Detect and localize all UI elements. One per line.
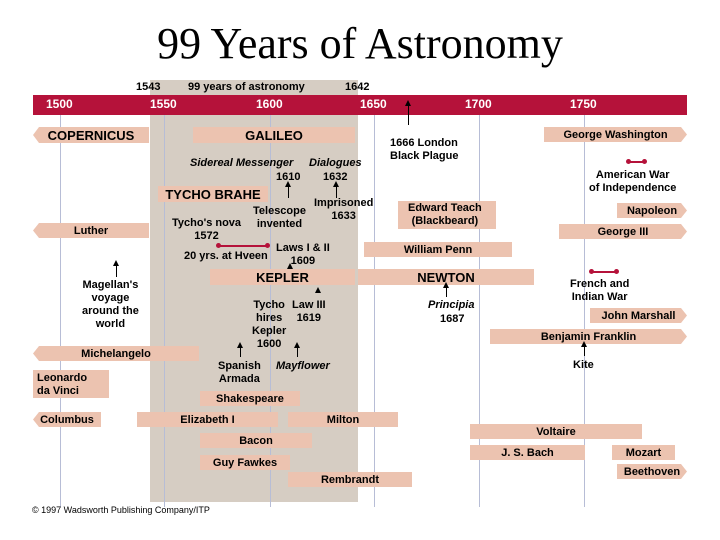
bar-guy-fawkes: Guy Fawkes bbox=[200, 455, 290, 470]
copyright-notice: © 1997 Wadsworth Publishing Company/ITP bbox=[32, 505, 210, 515]
axis-year-1500: 1500 bbox=[46, 97, 73, 111]
arrow-kite bbox=[581, 341, 587, 356]
axis-year-1650: 1650 bbox=[360, 97, 387, 111]
page-title: 99 Years of Astronomy bbox=[157, 19, 563, 68]
bar-napoleon: Napoleon bbox=[617, 203, 687, 218]
bar-george-washington: George Washington bbox=[544, 127, 687, 142]
bar-benjamin-franklin: Benjamin Franklin bbox=[490, 329, 687, 344]
label-tycho-nova: Tycho's nova 1572 bbox=[172, 217, 242, 242]
label-american-war: American War of Independence bbox=[589, 169, 677, 194]
bar-galileo: GALILEO bbox=[193, 127, 355, 143]
gridline-1750 bbox=[584, 112, 585, 507]
timeline-axis bbox=[33, 95, 687, 115]
bar-shakespeare: Shakespeare bbox=[200, 391, 300, 406]
bar-elizabeth: Elizabeth I bbox=[137, 412, 278, 427]
gridline-1550 bbox=[164, 112, 165, 507]
label-law3: Law III 1619 bbox=[292, 299, 326, 324]
bar-george-iii: George III bbox=[559, 224, 687, 239]
hveen-end-dot bbox=[265, 243, 270, 248]
french-indian-end-dot bbox=[614, 269, 619, 274]
label-tycho-hires: Tycho hires Kepler 1600 bbox=[252, 299, 287, 350]
gridline-1500 bbox=[60, 112, 61, 507]
arrow-sidereal bbox=[285, 181, 291, 198]
bar-bach: J. S. Bach bbox=[470, 445, 585, 460]
label-spanish-armada: Spanish Armada bbox=[218, 360, 261, 385]
bar-blackbeard bbox=[398, 201, 496, 229]
astronomy-period-shade bbox=[150, 80, 358, 502]
gridline-1600 bbox=[270, 112, 271, 507]
label-dialogues: Dialogues bbox=[309, 157, 362, 169]
label-blackbeard: Edward Teach (Blackbeard) bbox=[408, 202, 482, 227]
hveen-range bbox=[218, 245, 268, 247]
bar-beethoven: Beethoven bbox=[617, 464, 687, 479]
axis-year-1700: 1700 bbox=[465, 97, 492, 111]
arrow-magellan bbox=[113, 260, 119, 277]
arrow-principia bbox=[443, 282, 449, 297]
label-principia: Principia bbox=[428, 299, 475, 311]
label-plague: 1666 London Black Plague bbox=[390, 137, 459, 162]
bar-milton: Milton bbox=[288, 412, 398, 427]
arrow-armada bbox=[237, 342, 243, 357]
bar-william-penn: William Penn bbox=[364, 242, 512, 257]
french-indian-range bbox=[591, 271, 617, 273]
bar-tycho-brahe: TYCHO BRAHE bbox=[158, 186, 268, 202]
gridline-1700 bbox=[479, 112, 480, 507]
label-hveen: 20 yrs. at Hveen bbox=[184, 250, 268, 262]
american-war-start-dot bbox=[626, 159, 631, 164]
label-leonardo: Leonardo da Vinci bbox=[37, 372, 88, 397]
bar-columbus: Columbus bbox=[33, 412, 101, 427]
label-laws: Laws I & II 1609 bbox=[276, 242, 330, 267]
label-sidereal: Sidereal Messenger bbox=[190, 157, 294, 169]
bar-copernicus: COPERNICUS bbox=[33, 127, 149, 143]
american-war-end-dot bbox=[642, 159, 647, 164]
axis-year-1600: 1600 bbox=[256, 97, 283, 111]
label-dialogues-year: 1632 bbox=[323, 171, 348, 183]
axis-year-1750: 1750 bbox=[570, 97, 597, 111]
label-sidereal-year: 1610 bbox=[276, 171, 301, 183]
bar-bacon: Bacon bbox=[200, 433, 312, 448]
bar-voltaire: Voltaire bbox=[470, 424, 642, 439]
start-year-label: 1543 bbox=[136, 81, 161, 93]
hveen-start-dot bbox=[216, 243, 221, 248]
bar-leonardo bbox=[33, 370, 109, 398]
arrow-plague bbox=[405, 100, 411, 125]
french-indian-start-dot bbox=[589, 269, 594, 274]
span-label: 99 years of astronomy bbox=[188, 81, 305, 93]
arrow-dialogues bbox=[333, 181, 339, 198]
label-principia-year: 1687 bbox=[440, 313, 465, 325]
bar-mozart: Mozart bbox=[612, 445, 675, 460]
label-magellan: Magellan's voyage around the world bbox=[82, 279, 139, 330]
bar-luther: Luther bbox=[33, 223, 149, 238]
label-kite: Kite bbox=[573, 359, 594, 371]
american-war-range bbox=[628, 161, 644, 163]
label-mayflower: Mayflower bbox=[276, 360, 330, 372]
label-telescope: Telescope invented bbox=[253, 205, 306, 230]
bar-michelangelo: Michelangelo bbox=[33, 346, 199, 361]
arrow-mayflower bbox=[294, 342, 300, 357]
end-year-label: 1642 bbox=[345, 81, 370, 93]
bar-john-marshall: John Marshall bbox=[590, 308, 687, 323]
label-imprisoned: Imprisoned 1633 bbox=[314, 197, 374, 222]
bar-rembrandt: Rembrandt bbox=[288, 472, 412, 487]
axis-year-1550: 1550 bbox=[150, 97, 177, 111]
label-french-indian: French and Indian War bbox=[570, 278, 630, 303]
bar-kepler: KEPLER bbox=[210, 269, 355, 285]
bar-newton: NEWTON bbox=[358, 269, 534, 285]
gridline-1650 bbox=[374, 112, 375, 507]
